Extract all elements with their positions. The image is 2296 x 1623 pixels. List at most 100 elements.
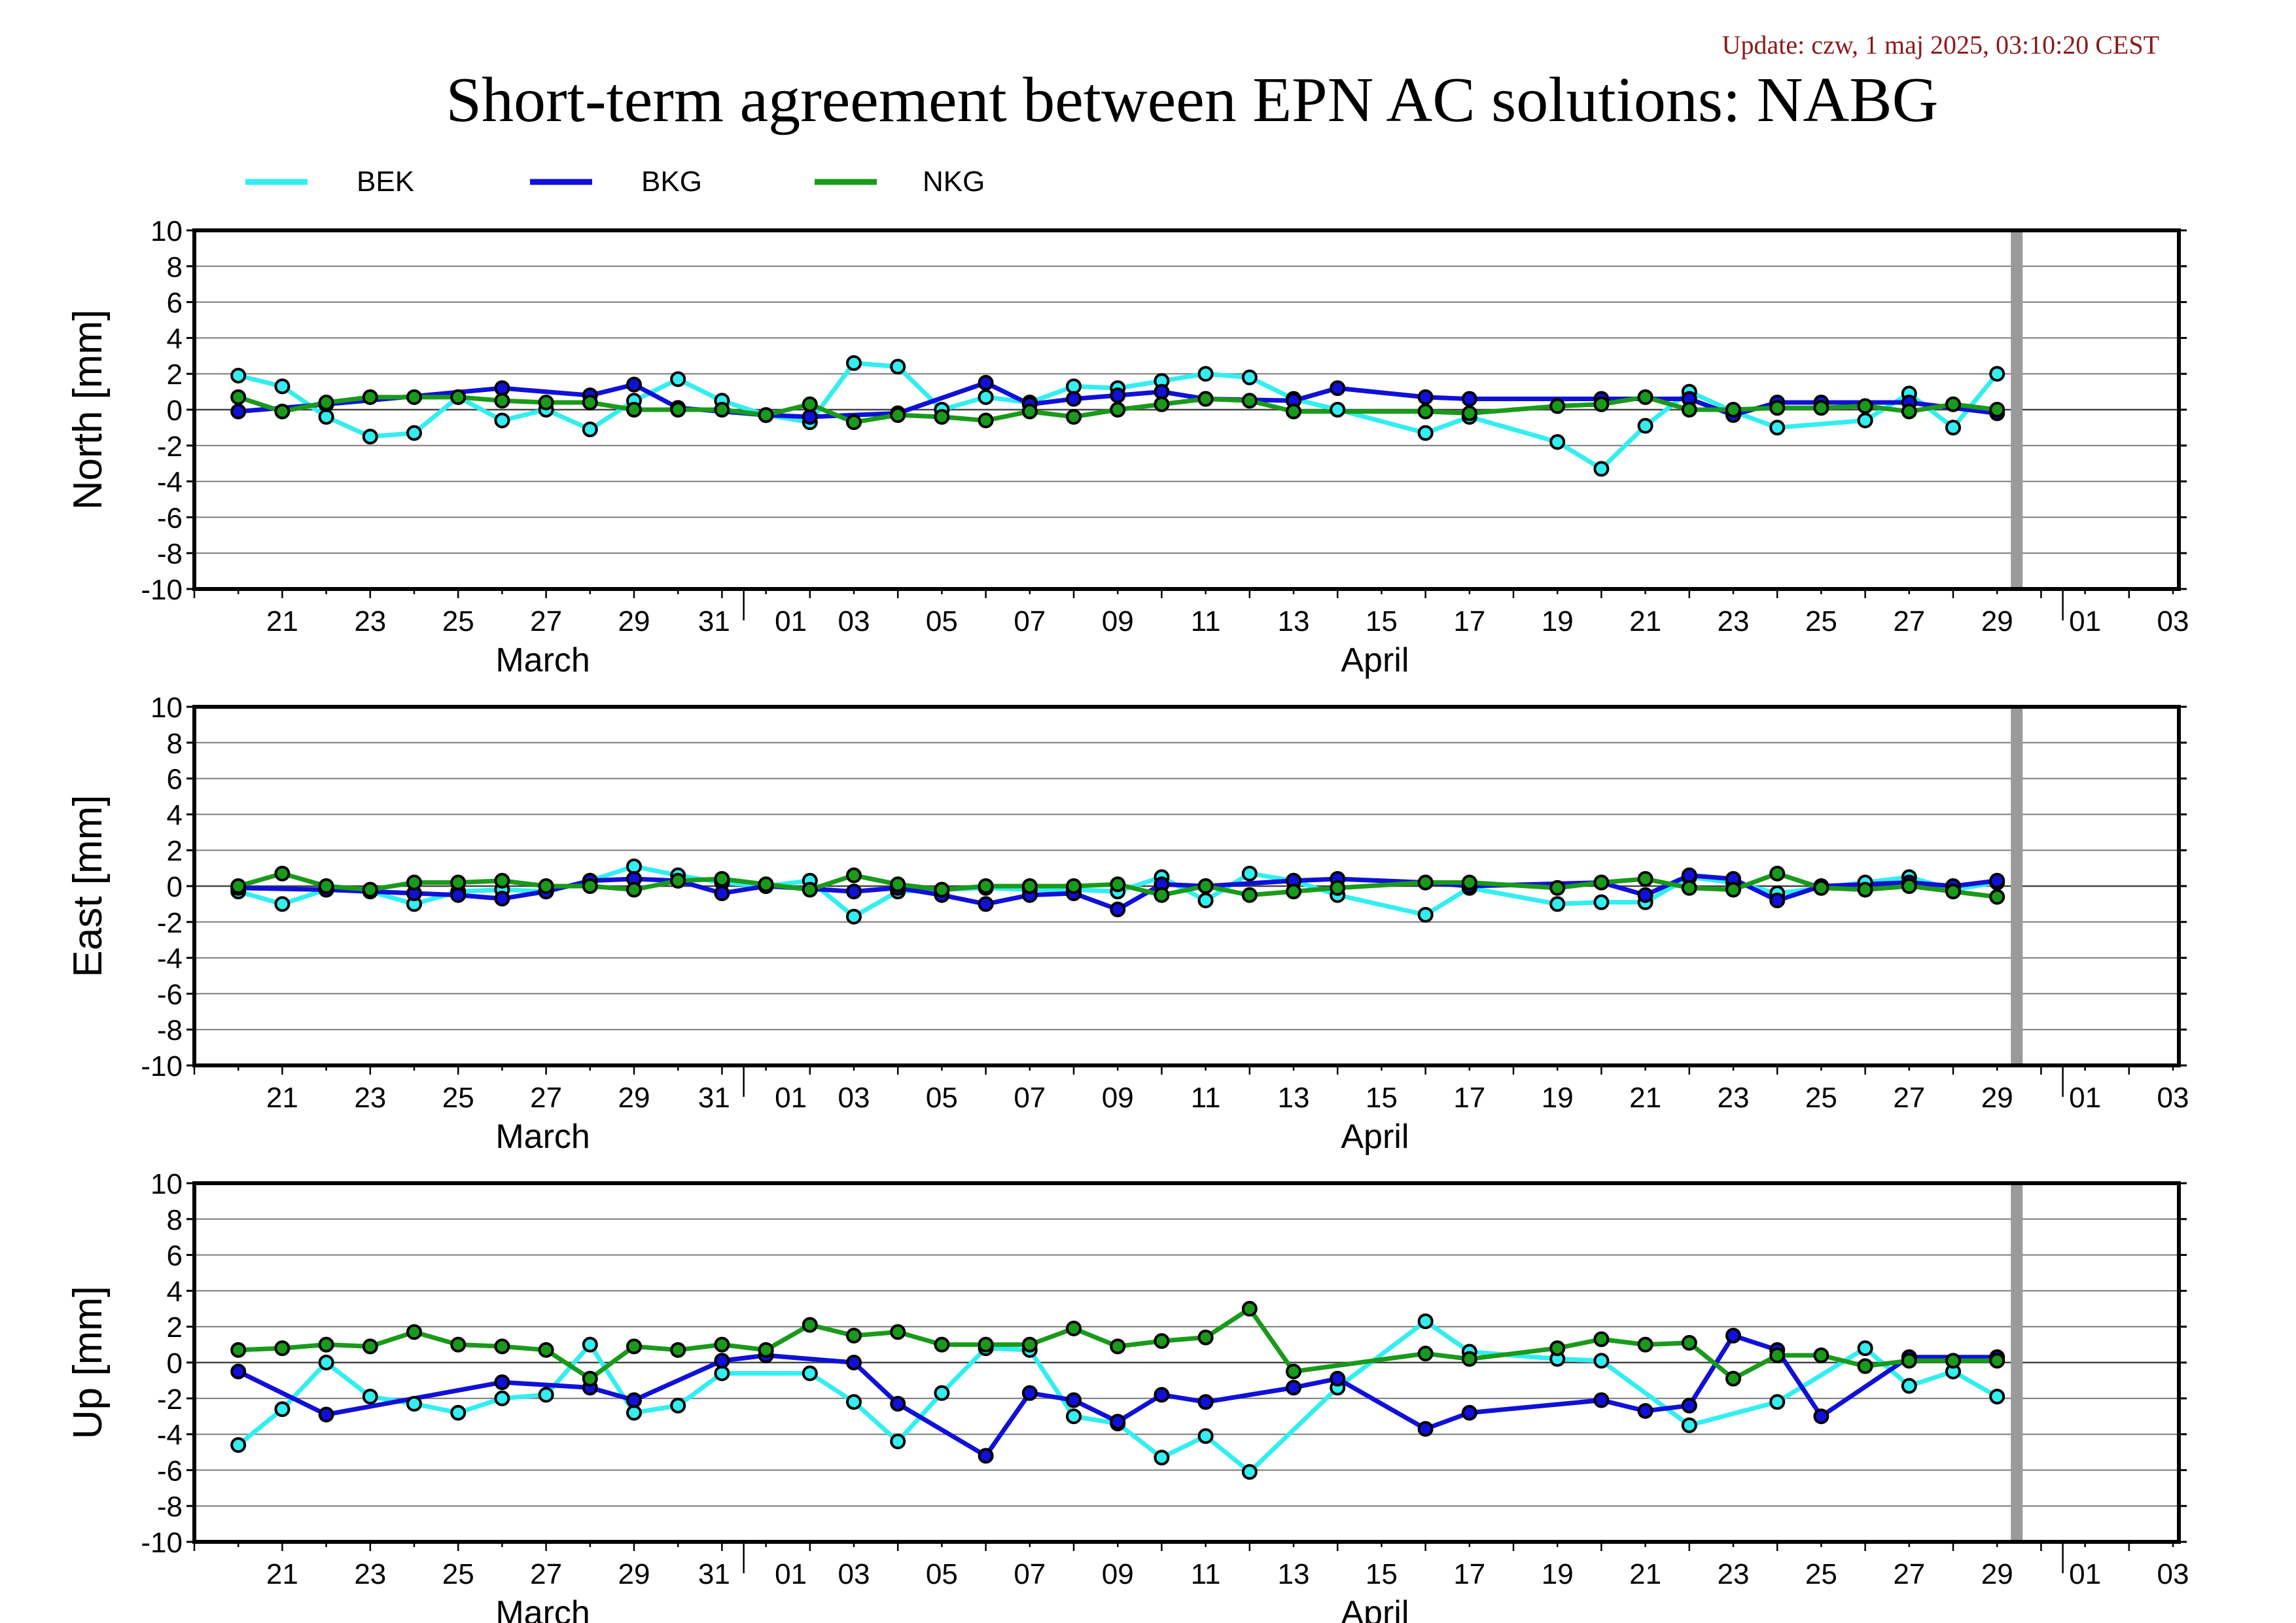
data-point-nkg (1549, 398, 1566, 414)
data-point-nkg (1417, 874, 1434, 891)
x-tick-label: 23 (1718, 1082, 1750, 1114)
data-point-nkg (802, 1317, 818, 1333)
x-tick-label: 25 (442, 605, 474, 637)
x-tick-label: 11 (1191, 605, 1221, 637)
x-tick-label: 05 (926, 605, 958, 637)
x-tick-label: 13 (1278, 605, 1310, 637)
y-tick-label: -10 (141, 1050, 183, 1082)
data-point-bek (1417, 906, 1434, 923)
data-point-bkg (1021, 1385, 1038, 1401)
data-point-bek (1857, 1340, 1873, 1357)
data-point-nkg (1066, 878, 1082, 894)
data-point-nkg (1989, 1353, 2005, 1369)
data-point-bek (1857, 412, 1873, 429)
data-point-bkg (978, 374, 994, 391)
y-tick-label: -10 (141, 574, 183, 606)
data-point-nkg (406, 874, 422, 891)
data-point-nkg (1021, 1336, 1038, 1353)
data-point-bek (1417, 1313, 1434, 1329)
x-tick-label: 29 (618, 605, 650, 637)
data-point-bkg (1637, 887, 1653, 903)
data-point-bkg (846, 1355, 862, 1370)
y-tick-label: -10 (141, 1527, 183, 1559)
data-point-bek (934, 1385, 950, 1401)
data-point-bek (406, 425, 422, 441)
data-point-bkg (626, 376, 642, 393)
y-tick-label: 0 (167, 1347, 183, 1380)
data-point-nkg (1066, 1320, 1082, 1336)
data-point-nkg (274, 865, 291, 882)
end-marker-bar (2011, 230, 2023, 589)
x-tick-label: 01 (2069, 1558, 2101, 1590)
data-point-nkg (1769, 400, 1786, 416)
data-point-bek (890, 359, 906, 375)
y-tick-label: -8 (157, 538, 183, 570)
data-point-nkg (1725, 402, 1741, 418)
data-point-nkg (1637, 389, 1653, 405)
data-point-nkg (1681, 880, 1697, 896)
x-month-label: April (1341, 1118, 1409, 1156)
data-point-nkg (406, 389, 422, 405)
data-point-bkg (1637, 1402, 1653, 1419)
data-point-bek (582, 421, 598, 438)
data-point-bkg (1725, 1327, 1741, 1344)
y-axis-label: Up [mm] (65, 1286, 111, 1439)
data-point-bkg (1110, 901, 1126, 918)
data-point-bkg (1989, 872, 2005, 889)
data-point-nkg (362, 1338, 378, 1355)
x-tick-label: 13 (1278, 1082, 1310, 1114)
data-point-nkg (1989, 402, 2005, 418)
y-tick-label: 4 (167, 323, 183, 355)
data-point-bkg (450, 887, 467, 903)
data-point-nkg (1945, 396, 1961, 412)
plot-frame (192, 1181, 2181, 1544)
data-point-nkg (450, 1336, 467, 1353)
data-point-nkg (230, 1342, 247, 1358)
data-point-bek (230, 1437, 247, 1454)
data-point-bkg (1286, 1380, 1301, 1396)
data-point-bek (714, 1365, 730, 1382)
data-point-nkg (714, 402, 730, 418)
x-tick-label: 29 (618, 1558, 650, 1590)
data-point-nkg (1549, 1340, 1566, 1357)
y-tick-label: 0 (167, 395, 183, 427)
data-point-nkg (362, 389, 378, 405)
data-point-bkg (1066, 391, 1082, 407)
x-tick-label: 29 (1981, 1082, 2013, 1114)
data-point-nkg (1110, 876, 1126, 893)
data-point-nkg (274, 1340, 291, 1357)
data-point-nkg (1769, 1347, 1786, 1364)
data-point-bkg (1461, 1404, 1477, 1421)
data-point-bek (1637, 418, 1653, 434)
x-tick-label: 23 (1718, 605, 1750, 637)
data-point-nkg (450, 389, 467, 405)
x-tick-label: 25 (442, 1558, 474, 1590)
x-tick-label: 01 (775, 1082, 807, 1114)
x-tick-label: 21 (1629, 1082, 1661, 1114)
x-tick-label: 17 (1453, 1082, 1485, 1114)
x-tick-label: 11 (1191, 1558, 1221, 1590)
data-point-nkg (978, 412, 994, 429)
data-point-nkg (890, 876, 906, 893)
data-point-nkg (1725, 882, 1741, 898)
y-tick-label: 0 (167, 871, 183, 903)
data-point-bkg (1197, 1394, 1214, 1410)
y-tick-label: 8 (167, 1204, 183, 1236)
x-tick-label: 23 (354, 1558, 386, 1590)
series-line-bek (236, 1319, 2000, 1474)
data-point-bek (1769, 419, 1786, 436)
x-tick-label: 03 (2157, 605, 2189, 637)
data-point-nkg (1945, 883, 1961, 900)
data-point-bek (1901, 1378, 1917, 1394)
x-tick-label: 15 (1366, 1558, 1398, 1590)
data-point-nkg (1154, 1333, 1170, 1349)
data-point-nkg (1197, 878, 1214, 894)
data-point-nkg (1417, 403, 1434, 419)
data-point-nkg (978, 1336, 994, 1353)
panel-north: 10 8 6 4 2 0 -2 -4-6 -8 -10 21 23 25 27 29 31 01 03 05 07 09… (65, 215, 2189, 679)
data-point-bek (1593, 1353, 1610, 1369)
data-point-bek (1241, 369, 1258, 385)
data-point-bek (1945, 419, 1961, 436)
